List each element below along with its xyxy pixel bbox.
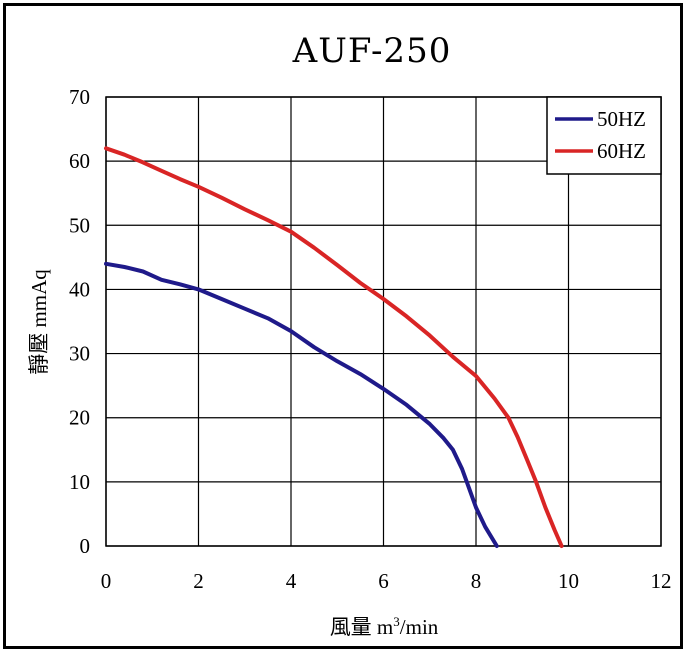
series-line-60hz bbox=[104, 146, 564, 548]
x-tick-label: 0 bbox=[101, 569, 112, 593]
y-tick-label: 10 bbox=[69, 470, 90, 494]
y-tick-label: 20 bbox=[69, 406, 90, 430]
y-tick-label: 30 bbox=[69, 342, 90, 366]
x-tick-label: 2 bbox=[193, 569, 204, 593]
y-tick-label: 60 bbox=[69, 149, 90, 173]
x-tick-label: 6 bbox=[378, 569, 389, 593]
x-tick-labels: 0 2 4 6 8 10 12 bbox=[101, 569, 672, 593]
y-tick-label: 50 bbox=[69, 213, 90, 237]
y-tick-labels: 0 10 20 30 40 50 60 70 bbox=[69, 85, 90, 558]
y-axis-label: 靜壓 mmAq bbox=[27, 269, 51, 375]
plot-area-border bbox=[105, 96, 662, 547]
x-axis-label-tail: /min bbox=[400, 615, 439, 639]
legend-label-60hz: 60HZ bbox=[597, 139, 646, 163]
x-axis-label-sup: 3 bbox=[393, 614, 400, 629]
y-tick-label: 40 bbox=[69, 277, 90, 301]
x-axis-label-main: 風量 m bbox=[330, 615, 394, 639]
y-tick-label: 70 bbox=[69, 85, 90, 109]
series-lines bbox=[104, 146, 564, 548]
legend-box bbox=[546, 96, 662, 175]
chart-title: AUF-250 bbox=[292, 31, 452, 71]
x-axis-label: 風量 m3/min bbox=[330, 614, 439, 639]
y-tick-label: 0 bbox=[80, 534, 91, 558]
series-line-50hz bbox=[104, 261, 499, 548]
legend: 50HZ 60HZ bbox=[546, 96, 662, 175]
legend-label-50hz: 50HZ bbox=[597, 107, 646, 131]
x-tick-label: 4 bbox=[286, 569, 297, 593]
x-tick-label: 10 bbox=[558, 569, 579, 593]
x-tick-label: 8 bbox=[471, 569, 482, 593]
x-tick-label: 12 bbox=[651, 569, 672, 593]
grid bbox=[105, 96, 662, 547]
